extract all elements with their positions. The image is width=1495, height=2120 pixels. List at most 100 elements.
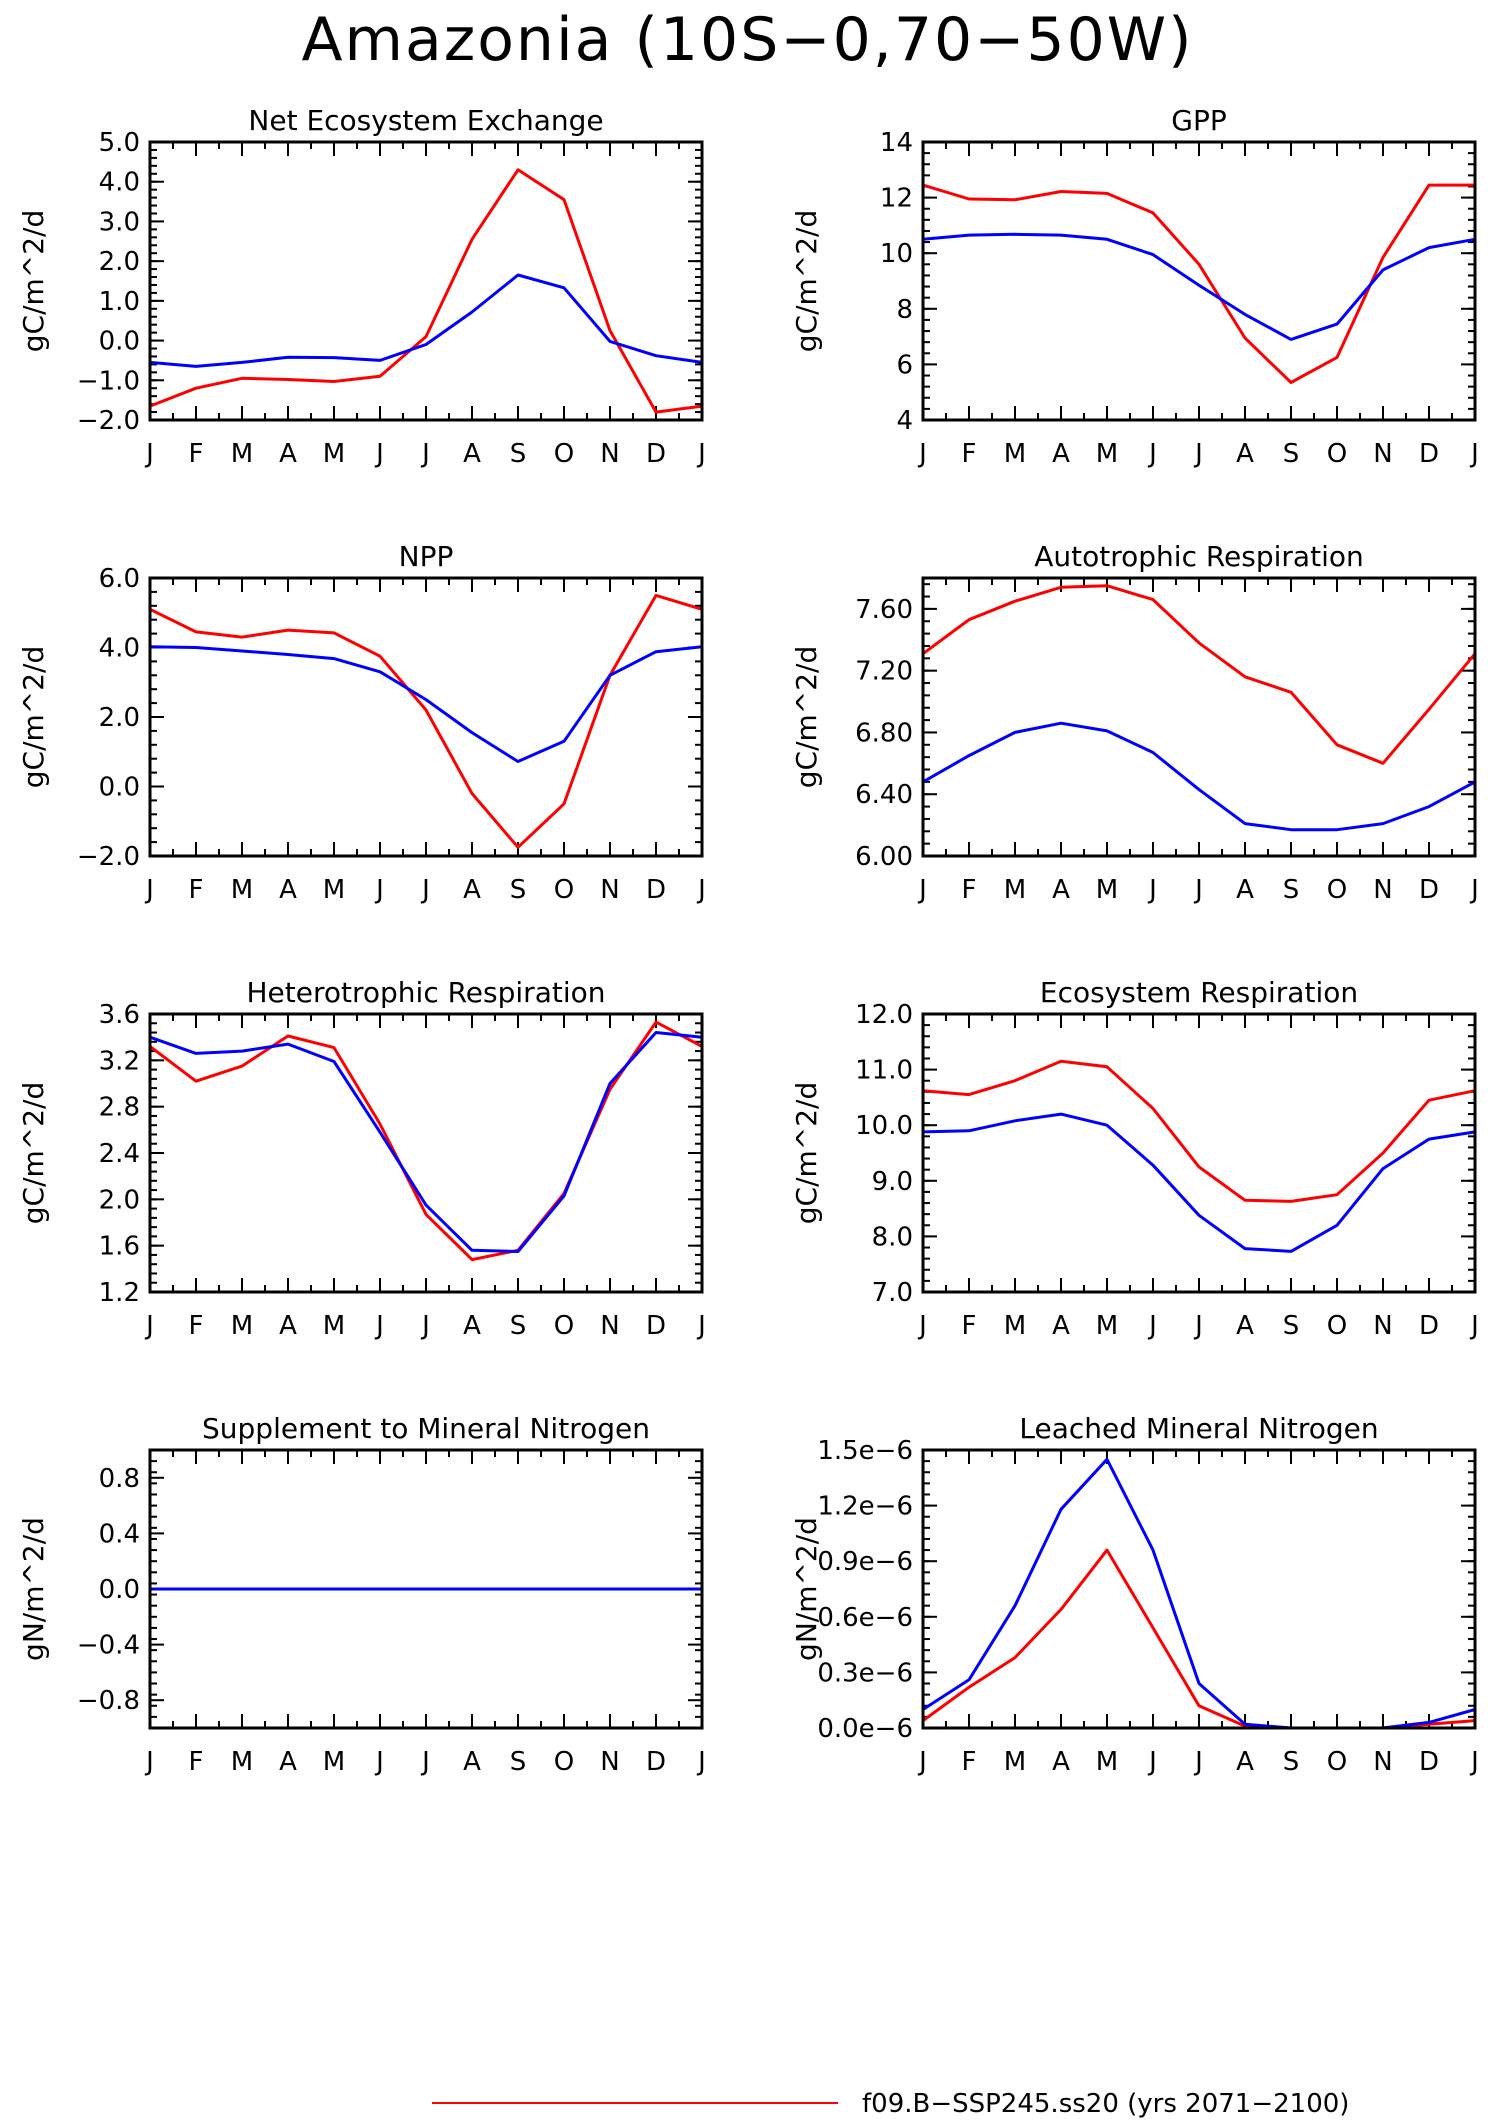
x-tick-label: J	[420, 1747, 430, 1777]
y-tick-label: 12.0	[855, 1000, 913, 1030]
x-tick-label: J	[144, 875, 154, 905]
x-tick-label: J	[1193, 439, 1203, 469]
y-tick-label: −2.0	[77, 842, 140, 872]
x-tick-label: N	[600, 1311, 619, 1341]
y-tick-label: 2.8	[99, 1093, 140, 1123]
x-tick-label: J	[1193, 875, 1203, 905]
series-line-blue	[149, 645, 703, 763]
panel-title: GPP	[1171, 104, 1226, 137]
x-tick-label: M	[323, 1747, 345, 1777]
x-tick-label: O	[1327, 1311, 1347, 1341]
y-axis-label: gN/m^2/d	[790, 1517, 823, 1661]
y-tick-label: 10.0	[855, 1111, 913, 1141]
series-line-red	[149, 1020, 703, 1262]
panel-title: Ecosystem Respiration	[1040, 976, 1358, 1009]
x-tick-label: J	[1469, 439, 1479, 469]
y-tick-label: 9.0	[872, 1167, 913, 1197]
x-tick-label: S	[510, 439, 527, 469]
x-tick-label: D	[646, 1747, 666, 1777]
y-axis-label: gC/m^2/d	[17, 210, 50, 353]
x-tick-label: J	[1469, 1747, 1479, 1777]
x-tick-label: M	[323, 875, 345, 905]
y-axis-label: gC/m^2/d	[17, 646, 50, 789]
y-tick-label: 0.3e−6	[817, 1658, 913, 1688]
series-line-red	[922, 1059, 1476, 1203]
y-tick-label: −1.0	[77, 366, 140, 396]
y-tick-label: 6.00	[855, 842, 913, 872]
x-tick-label: S	[510, 875, 527, 905]
panel-title: Net Ecosystem Exchange	[248, 104, 603, 137]
panel-title: Supplement to Mineral Nitrogen	[202, 1412, 650, 1445]
series-line-blue	[149, 273, 703, 368]
y-tick-label: 6.40	[855, 780, 913, 810]
y-axis-label: gN/m^2/d	[17, 1517, 50, 1661]
x-tick-label: J	[696, 1747, 706, 1777]
legend: f09.B−SSP245.ss20 (yrs 2071−2100)	[432, 2089, 1349, 2119]
x-tick-label: F	[189, 1311, 204, 1341]
y-tick-label: 4.0	[99, 634, 140, 664]
x-tick-label: D	[646, 875, 666, 905]
x-tick-label: M	[1096, 439, 1118, 469]
y-tick-label: 4	[896, 406, 913, 436]
x-tick-label: J	[420, 1311, 430, 1341]
series-line-red	[149, 593, 703, 849]
plot-frame	[148, 1448, 704, 1730]
panel-7: Supplement to Mineral Nitrogen gN/m^2/d J F…	[17, 1412, 706, 1777]
x-tick-label: D	[1419, 439, 1439, 469]
y-axis-label: gC/m^2/d	[790, 646, 823, 789]
x-tick-label: M	[231, 1311, 253, 1341]
panel-title: NPP	[399, 540, 454, 573]
y-tick-label: −0.8	[77, 1686, 140, 1716]
x-tick-label: S	[510, 1311, 527, 1341]
x-tick-label: A	[279, 439, 297, 469]
x-tick-label: J	[917, 875, 927, 905]
y-tick-label: 14	[880, 128, 913, 158]
y-tick-label: 0.9e−6	[817, 1547, 913, 1577]
x-tick-label: M	[231, 875, 253, 905]
y-tick-label: 0.0	[99, 327, 140, 357]
plot-frame	[921, 1448, 1477, 1730]
y-tick-label: 8	[896, 295, 913, 325]
x-tick-label: D	[646, 1311, 666, 1341]
y-tick-label: 2.0	[99, 703, 140, 733]
x-tick-label: J	[374, 1747, 384, 1777]
y-tick-label: 4.0	[99, 168, 140, 198]
y-tick-label: 1.5e−6	[817, 1436, 913, 1466]
y-tick-label: 11.0	[855, 1056, 913, 1086]
x-tick-label: J	[420, 439, 430, 469]
x-tick-label: J	[917, 1747, 927, 1777]
series-line-red	[922, 183, 1475, 384]
y-tick-label: 2.0	[99, 1185, 140, 1215]
y-axis-label: gC/m^2/d	[17, 1082, 50, 1225]
series-line-blue	[922, 1457, 1476, 1730]
x-tick-label: A	[1236, 439, 1254, 469]
series-line-red	[922, 1548, 1476, 1730]
x-tick-label: F	[189, 439, 204, 469]
x-tick-label: O	[554, 439, 574, 469]
x-tick-label: J	[696, 439, 706, 469]
x-tick-label: O	[554, 1311, 574, 1341]
series-line-blue	[922, 721, 1476, 832]
x-tick-label: S	[510, 1747, 527, 1777]
plot-frame	[921, 140, 1477, 422]
x-tick-label: J	[696, 875, 706, 905]
y-tick-label: −2.0	[77, 406, 140, 436]
x-tick-label: N	[1373, 875, 1392, 905]
x-tick-label: A	[1236, 1747, 1254, 1777]
x-tick-label: J	[144, 439, 154, 469]
x-tick-label: A	[463, 875, 481, 905]
x-tick-label: M	[1004, 439, 1026, 469]
x-tick-label: O	[554, 1747, 574, 1777]
x-tick-label: J	[374, 439, 384, 469]
y-tick-label: 3.6	[99, 1000, 140, 1030]
x-tick-label: F	[962, 1747, 977, 1777]
y-tick-label: 7.60	[855, 595, 913, 625]
x-tick-label: M	[1096, 1311, 1118, 1341]
x-tick-label: J	[917, 1311, 927, 1341]
panel-title: Autotrophic Respiration	[1034, 540, 1363, 573]
y-tick-label: 8.0	[872, 1222, 913, 1252]
